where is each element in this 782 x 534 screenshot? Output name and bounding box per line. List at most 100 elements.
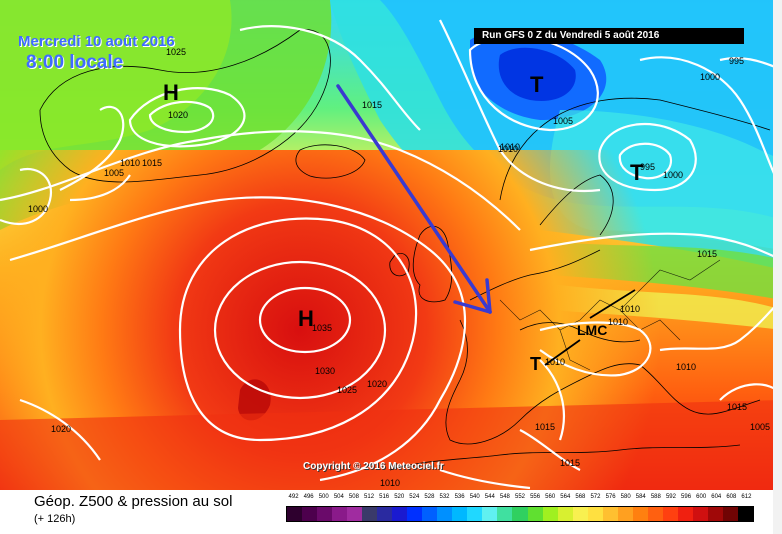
scale-tick-label: 512 xyxy=(364,494,375,500)
scale-swatch xyxy=(392,507,408,521)
scrollbar-track[interactable] xyxy=(773,0,782,534)
scale-swatch xyxy=(302,507,318,521)
scale-tick-label: 592 xyxy=(665,494,676,500)
scale-swatch xyxy=(647,507,663,521)
forecast-date: Mercredi 10 août 2016 xyxy=(18,33,175,50)
forecast-offset: (+ 126h) xyxy=(34,513,76,525)
color-scale-bar xyxy=(286,506,754,522)
isobar-ne-1000 xyxy=(639,56,782,191)
low-marker: T xyxy=(530,354,541,374)
isobar-label: 1015 xyxy=(697,249,717,259)
isobar-label: 1030 xyxy=(315,366,335,376)
scale-tick-label: 540 xyxy=(469,494,480,500)
scale-tick-label: 492 xyxy=(288,494,299,500)
isobar-label: 1005 xyxy=(104,168,124,178)
isobar-label: 1005 xyxy=(553,116,573,126)
scale-tick-label: 524 xyxy=(409,494,420,500)
isobar-label: 1010 xyxy=(676,362,696,372)
isobar-north-1015 xyxy=(239,25,421,131)
scale-swatch xyxy=(512,507,528,521)
scale-tick-label: 500 xyxy=(318,494,329,500)
scandinavia-coast xyxy=(499,97,771,236)
isobar-high-atlantic-1030 xyxy=(213,260,387,400)
isobar-high-atlantic-1035 xyxy=(258,286,352,354)
low-marker: T xyxy=(530,72,544,97)
isobar-south-1015b xyxy=(439,468,531,490)
scale-tick-label: 520 xyxy=(394,494,405,500)
isobar-italy-1010 xyxy=(539,359,565,441)
scale-tick-label: 572 xyxy=(590,494,601,500)
isobar-label: 1010 xyxy=(120,158,140,168)
scale-tick-label: 496 xyxy=(303,494,314,500)
scale-tick-label: 528 xyxy=(424,494,435,500)
high-marker: H xyxy=(298,306,314,331)
isobar-1010-greenland xyxy=(59,105,125,191)
scale-tick-label: 608 xyxy=(726,494,737,500)
legend-footer: Géop. Z500 & pression au sol (+ 126h) 49… xyxy=(0,490,782,534)
scale-tick-label: 560 xyxy=(545,494,556,500)
isobar-label: 1035 xyxy=(312,323,332,333)
scale-tick-label: 584 xyxy=(635,494,646,500)
scale-swatch xyxy=(407,507,423,521)
isobar-label: 1025 xyxy=(166,47,186,57)
isobar-1005-greenland xyxy=(69,174,131,202)
isobar-label: 1025 xyxy=(337,385,357,395)
isobar-label: 1000 xyxy=(663,170,683,180)
scale-swatch xyxy=(482,507,498,521)
low-marker: T xyxy=(630,160,644,185)
scale-tick-label: 504 xyxy=(333,494,344,500)
high-marker: H xyxy=(163,80,179,105)
color-scale-ticks: 492 496 500 504 508 512 516 520 524 528 532 536 540 5… xyxy=(286,494,754,504)
forecast-time: 8:00 locale xyxy=(26,52,124,73)
isobar-label: 1015 xyxy=(362,100,382,110)
scale-swatch xyxy=(722,507,738,521)
scale-swatch xyxy=(467,507,483,521)
scale-swatch xyxy=(587,507,603,521)
scale-tick-label: 544 xyxy=(484,494,495,500)
iceland-coast xyxy=(295,144,366,179)
scale-swatch xyxy=(602,507,618,521)
isobar-sw-1020 xyxy=(19,398,101,461)
isobars xyxy=(0,19,782,490)
scale-tick-label: 508 xyxy=(348,494,359,500)
scale-swatch xyxy=(317,507,333,521)
isobar-label: 1000 xyxy=(28,204,48,214)
isobar-europe-1010 xyxy=(539,321,652,377)
scale-swatch xyxy=(737,507,753,521)
scale-tick-label: 532 xyxy=(439,494,450,500)
scale-swatch xyxy=(632,507,648,521)
isobar-label: 1010 xyxy=(500,142,520,152)
isobar-label: 1015 xyxy=(560,458,580,468)
map-title: Géop. Z500 & pression au sol xyxy=(34,493,233,510)
isobar-high-green-1020 xyxy=(128,87,246,148)
isobar-label: 1010 xyxy=(620,304,640,314)
isobar-low-scand-995 xyxy=(618,142,673,180)
isobar-high-green-1025 xyxy=(148,100,215,134)
scale-tick-label: 596 xyxy=(681,494,692,500)
copyright-notice: Copyright © 2016 Meteociel.fr xyxy=(303,461,444,472)
isobar-label: 1000 xyxy=(700,72,720,82)
isobar-high-atlantic-1025 xyxy=(178,217,418,442)
scale-tick-label: 588 xyxy=(650,494,661,500)
scale-swatch xyxy=(347,507,363,521)
scale-swatch xyxy=(362,507,378,521)
scale-swatch xyxy=(437,507,453,521)
scale-tick-label: 580 xyxy=(620,494,631,500)
isobar-label: 1015 xyxy=(727,402,747,412)
isobar-trough-1010 xyxy=(439,19,601,192)
scale-swatch xyxy=(557,507,573,521)
scale-swatch xyxy=(452,507,468,521)
isobar-low-scand-1000 xyxy=(598,122,697,192)
scale-swatch xyxy=(377,507,393,521)
weather-map: H H T T T LMC 1025 1020 1015 1010 1005 1… xyxy=(0,0,782,490)
scale-tick-label: 516 xyxy=(379,494,390,500)
isobar-1000-west xyxy=(0,167,53,225)
isobar-label: 1010 xyxy=(608,317,628,327)
scale-tick-label: 536 xyxy=(454,494,465,500)
isobar-label: 995 xyxy=(729,56,744,66)
scale-tick-label: 564 xyxy=(560,494,571,500)
field-greenyellow-nw xyxy=(0,0,232,170)
scale-swatch xyxy=(662,507,678,521)
field-blue-core xyxy=(498,47,576,101)
scale-swatch xyxy=(527,507,543,521)
